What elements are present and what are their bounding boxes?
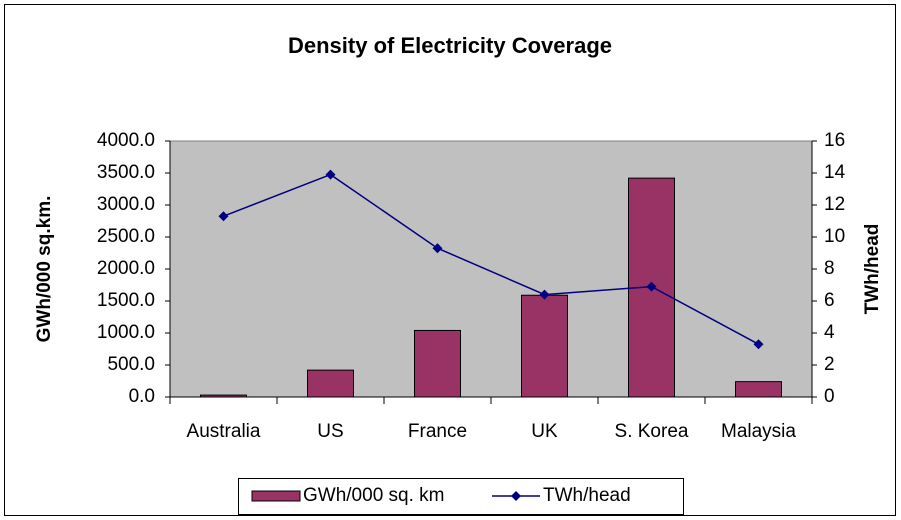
bar <box>307 369 354 398</box>
y2-tick-label: 10 <box>824 226 845 247</box>
bar <box>735 381 782 398</box>
y2-tick-label: 14 <box>824 162 846 183</box>
x-tick-label: France <box>408 421 467 442</box>
y-tick-label: 1000.0 <box>97 322 155 343</box>
x-tick-label: Malaysia <box>721 421 796 442</box>
y-tick-label: 0.0 <box>129 386 155 407</box>
y2-tick-label: 2 <box>824 354 835 375</box>
y2-tick-label: 16 <box>824 130 845 151</box>
marker <box>325 169 336 180</box>
legend-swatch <box>251 490 301 502</box>
y2-tick-label: 8 <box>824 258 835 279</box>
y-tick-label: 2000.0 <box>97 258 155 279</box>
legend <box>238 478 684 515</box>
bar <box>414 329 461 398</box>
x-tick-label: Australia <box>187 421 261 442</box>
plot-area <box>169 140 813 398</box>
y-tick-label: 1500.0 <box>97 290 155 311</box>
x-tick-label: S. Korea <box>615 421 689 442</box>
y2-tick-label: 6 <box>824 290 835 311</box>
marker <box>432 243 443 254</box>
y2-axis-title: TWh/head <box>862 224 883 315</box>
x-tick-label: US <box>317 421 343 442</box>
y2-tick-label: 4 <box>824 322 835 343</box>
chart-title: Density of Electricity Coverage <box>288 33 612 58</box>
y-axis-title: GWh/000 sq.km. <box>34 196 55 343</box>
marker <box>539 289 550 300</box>
y-tick-label: 3500.0 <box>97 162 155 183</box>
marker <box>218 211 229 222</box>
marker <box>646 281 657 292</box>
bar <box>200 394 247 398</box>
legend-label: TWh/head <box>543 485 631 506</box>
y2-tick-label: 12 <box>824 194 845 215</box>
line <box>223 173 759 345</box>
marker <box>753 339 764 350</box>
y-tick-label: 4000.0 <box>97 130 155 151</box>
legend-marker <box>511 491 521 501</box>
legend-label: GWh/000 sq. km <box>303 485 445 506</box>
y-tick-label: 3000.0 <box>97 194 155 215</box>
y-tick-label: 2500.0 <box>97 226 155 247</box>
x-tick-label: UK <box>531 421 558 442</box>
y-tick-label: 500.0 <box>107 354 155 375</box>
y2-tick-label: 0 <box>824 386 835 407</box>
bar <box>521 294 568 398</box>
